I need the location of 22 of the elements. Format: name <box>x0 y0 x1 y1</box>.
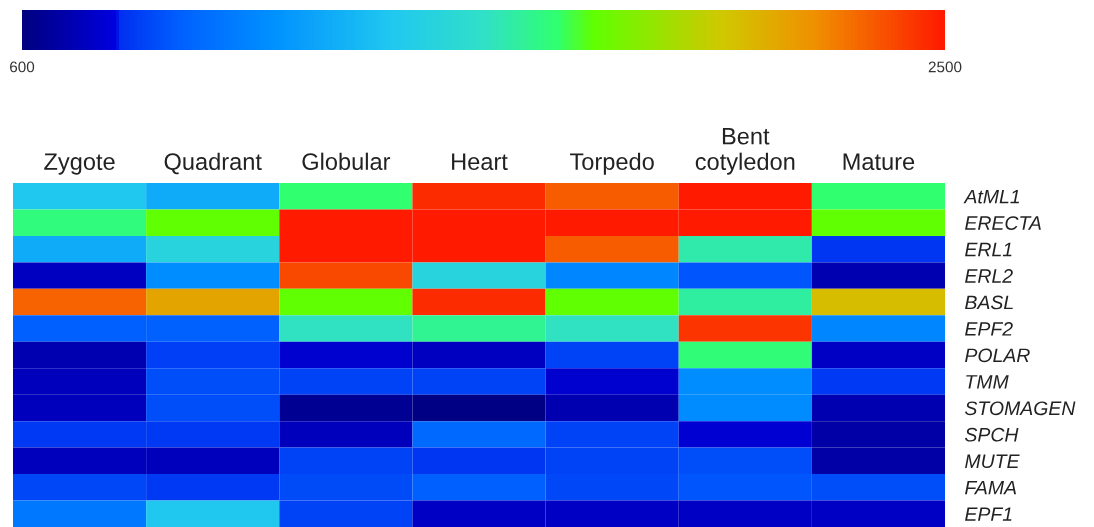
color-bar-label: 2500 <box>928 61 962 73</box>
y-tick-label: POLAR <box>965 348 1030 363</box>
x-tick-label: Quadrant <box>164 152 262 175</box>
x-tick-label: Globular <box>302 152 391 170</box>
y-tick-label: AtML1 <box>963 189 1019 204</box>
y-tick-label: FAMA <box>965 480 1016 495</box>
x-tick-label: Torpedo <box>570 152 654 175</box>
y-tick-label: ERL2 <box>965 269 1013 283</box>
y-tick-label: ERECTA <box>965 216 1041 230</box>
x-tick-label: Zygote <box>44 153 115 175</box>
y-tick-label: TMM <box>966 375 1009 389</box>
y-tick-label: BASL <box>965 295 1013 310</box>
color-bar-label: 600 <box>10 61 35 73</box>
x-tick-label: Mature <box>843 153 915 170</box>
x-tick-label: Heart <box>452 153 508 170</box>
x-tick-label: Bent cotyledon <box>695 128 795 175</box>
y-tick-label: EPF1 <box>965 507 1012 521</box>
y-tick-label: ERL1 <box>965 242 1012 257</box>
y-tick-label: STOMAGEN <box>964 401 1076 416</box>
y-tick-label: MUTE <box>965 454 1020 469</box>
y-tick-label: SPCH <box>964 427 1019 442</box>
y-tick-label: EPF2 <box>965 322 1013 336</box>
